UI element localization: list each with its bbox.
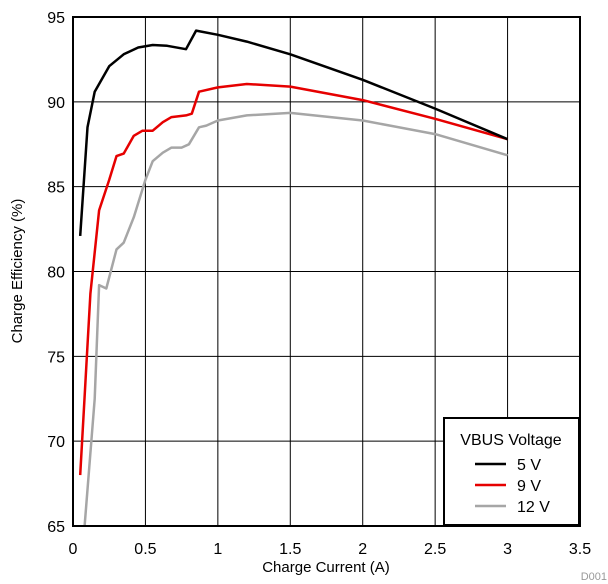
- x-tick-label: 0: [69, 541, 78, 558]
- legend-title: VBUS Voltage: [460, 432, 562, 449]
- x-tick-label: 0.5: [134, 541, 156, 558]
- legend-label: 9 V: [517, 478, 541, 495]
- y-tick-label: 95: [47, 10, 65, 27]
- grid-lines: [73, 17, 580, 526]
- x-tick-label: 2: [358, 541, 367, 558]
- plot-frame: [72, 16, 581, 527]
- legend-label: 5 V: [517, 457, 541, 474]
- y-tick-label: 80: [47, 265, 65, 282]
- y-axis-label: Charge Efficiency (%): [9, 199, 26, 344]
- x-tick-label: 3.5: [569, 541, 591, 558]
- legend: VBUS Voltage 5 V 9 V 12 V: [443, 417, 580, 526]
- figure-id: D001: [581, 571, 607, 583]
- legend-box: [443, 417, 580, 526]
- series-lines: [78, 29, 509, 527]
- legend-items: 5 V 9 V 12 V: [475, 457, 550, 516]
- series-line-9v: [78, 82, 508, 476]
- x-tick-labels: 0 0.5 1 1.5 2 2.5 3 3.5: [69, 541, 592, 558]
- y-tick-label: 75: [47, 349, 65, 366]
- x-tick-label: 3: [503, 541, 512, 558]
- y-tick-label: 90: [47, 95, 65, 112]
- series-line-5v: [78, 29, 509, 236]
- y-tick-label: 70: [47, 434, 65, 451]
- legend-label: 12 V: [517, 499, 550, 516]
- y-tick-label: 85: [47, 180, 65, 197]
- series-line-12v: [83, 111, 508, 527]
- x-tick-label: 1: [213, 541, 222, 558]
- x-axis-label: Charge Current (A): [262, 559, 390, 576]
- x-tick-label: 2.5: [424, 541, 446, 558]
- y-tick-label: 65: [47, 519, 65, 536]
- x-tick-label: 1.5: [279, 541, 301, 558]
- y-tick-labels: 65 70 75 80 85 90 95: [47, 10, 65, 536]
